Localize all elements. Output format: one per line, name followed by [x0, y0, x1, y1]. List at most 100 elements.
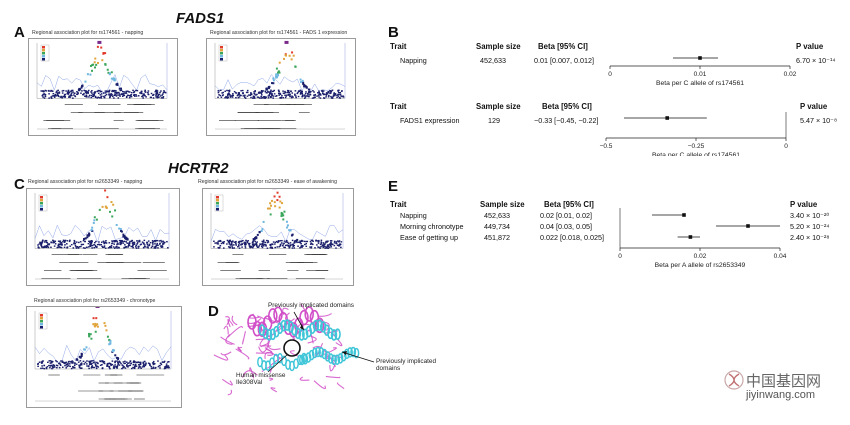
snp-point	[117, 97, 120, 99]
missense-site-circle	[283, 339, 301, 357]
snp-point	[65, 367, 68, 369]
snp-point	[85, 346, 88, 349]
snp-point	[291, 247, 294, 249]
snp-point	[137, 240, 140, 242]
snp-point	[145, 96, 147, 98]
snp-point	[90, 243, 92, 246]
snp-point	[319, 247, 321, 249]
snp-point	[220, 242, 223, 245]
snp-point	[260, 229, 263, 232]
snp-point	[63, 94, 66, 96]
snp-point	[222, 242, 225, 245]
snp-point	[266, 241, 269, 244]
regional-plot-title-4: Regional association plot for rs2653349 …	[198, 179, 337, 185]
snp-point	[261, 240, 264, 243]
snp-point	[58, 243, 60, 246]
snp-point	[97, 92, 100, 95]
snp-point	[64, 362, 66, 364]
snp-point	[260, 94, 263, 96]
snp-point	[106, 335, 109, 338]
snp-point	[319, 94, 322, 96]
snp-point	[67, 93, 70, 95]
snp-point	[160, 363, 163, 366]
snp-point	[88, 332, 91, 335]
snp-point	[316, 240, 318, 242]
snp-point	[84, 95, 86, 97]
snp-point	[74, 95, 76, 97]
recombination-line	[34, 224, 170, 244]
snp-point	[118, 364, 121, 366]
snp-point	[65, 90, 67, 92]
snp-point	[337, 95, 340, 97]
snp-point	[54, 240, 57, 242]
snp-point	[252, 241, 254, 243]
snp-point	[91, 366, 93, 368]
arrowhead-right	[342, 351, 347, 355]
snp-point	[319, 94, 321, 96]
snp-point	[144, 89, 146, 91]
snp-point	[152, 360, 155, 363]
snp-point	[244, 242, 247, 244]
snp-point	[90, 242, 93, 244]
snp-point	[267, 241, 270, 243]
snp-point	[95, 240, 97, 243]
snp-point	[56, 365, 59, 367]
snp-point	[156, 91, 158, 94]
snp-point	[273, 89, 276, 92]
protein-coil	[237, 346, 242, 353]
snp-point	[284, 246, 286, 249]
snp-point	[253, 91, 255, 93]
snp-point	[88, 360, 91, 363]
snp-point	[126, 365, 129, 368]
snp-point	[73, 94, 75, 96]
snp-point	[111, 90, 113, 93]
snp-point	[318, 239, 320, 242]
snp-point	[137, 367, 140, 369]
snp-point	[92, 63, 95, 66]
snp-point	[123, 92, 125, 95]
snp-point	[100, 241, 103, 243]
snp-point	[262, 239, 265, 241]
snp-point	[271, 94, 273, 96]
snp-point	[140, 92, 142, 95]
snp-point	[126, 364, 128, 367]
snp-point	[261, 245, 263, 247]
protein-coil	[268, 377, 274, 381]
snp-point	[160, 241, 163, 243]
snp-point	[289, 95, 291, 98]
snp-point	[70, 92, 73, 94]
snp-point	[278, 71, 281, 74]
snp-point	[291, 92, 294, 94]
anno-right-domains: Previously implicated domains	[376, 358, 437, 372]
protein-coil	[213, 354, 229, 361]
e-row-3-n: 451,872	[484, 233, 510, 242]
snp-point	[253, 93, 256, 95]
snp-point	[337, 93, 339, 96]
snp-point	[57, 240, 60, 242]
snp-point	[229, 239, 231, 241]
snp-point	[52, 95, 55, 97]
snp-point	[57, 94, 59, 97]
snp-point	[61, 360, 64, 362]
snp-point	[158, 96, 160, 98]
snp-point	[272, 90, 275, 93]
e-row-2-n: 449,734	[484, 222, 510, 231]
snp-point	[40, 361, 43, 363]
snp-point	[275, 73, 278, 76]
snp-point	[104, 92, 107, 94]
snp-point	[320, 242, 323, 244]
snp-point	[142, 242, 145, 244]
snp-point	[231, 244, 233, 246]
snp-point	[253, 97, 256, 99]
snp-point	[149, 96, 152, 99]
snp-point	[109, 363, 112, 365]
snp-point	[83, 237, 86, 240]
snp-point	[90, 245, 93, 247]
snp-point	[138, 245, 140, 248]
snp-point	[165, 363, 168, 365]
snp-point	[296, 238, 299, 241]
snp-point	[271, 247, 274, 249]
snp-point	[322, 97, 325, 99]
snp-point	[261, 246, 264, 249]
snp-point	[280, 97, 282, 99]
